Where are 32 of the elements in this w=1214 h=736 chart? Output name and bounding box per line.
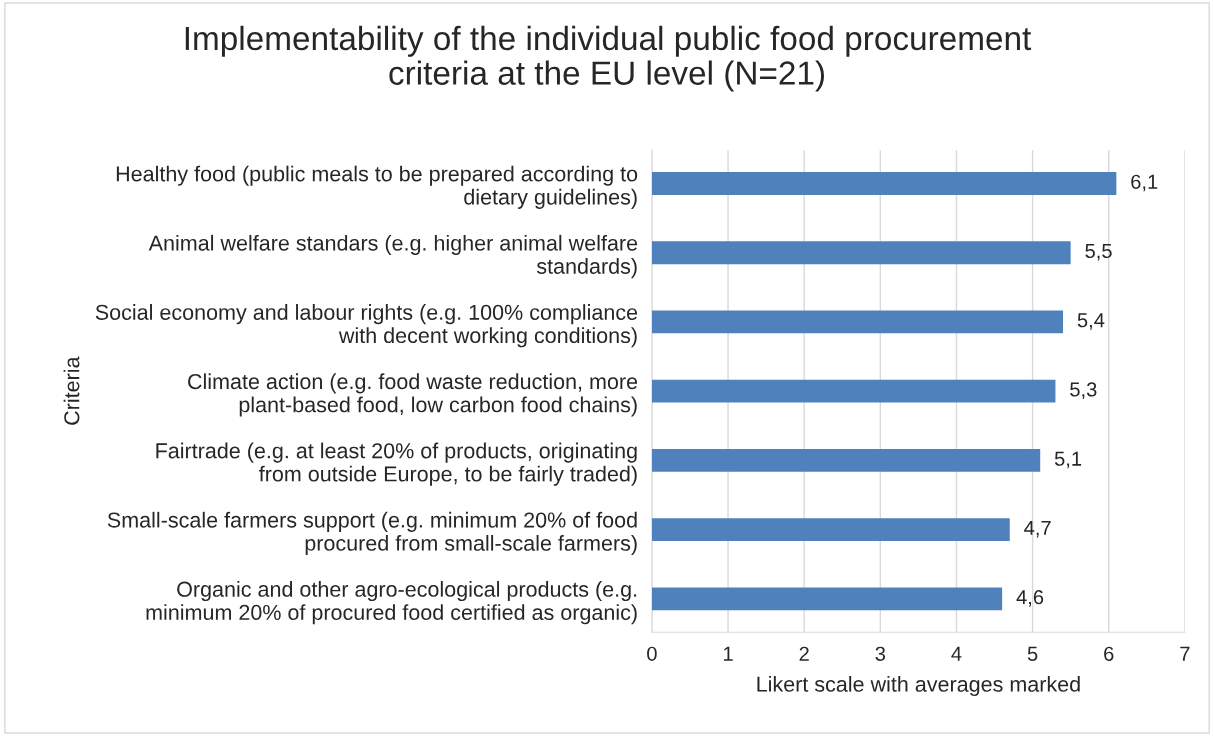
y-tick-label: Social economy and labour rights (e.g. 100% compliance with decent working conditions) [95,304,638,348]
bar [651,172,1117,195]
bar [651,518,1010,542]
x-tick-label: 2 [799,646,809,661]
y-tick-label: Organic and other agro-ecological products (e.g. minimum 20% of procured food certified as organic) [146,581,637,625]
bar [651,379,1056,403]
x-tick-label: 0 [647,646,657,661]
x-tick-label: 3 [875,646,886,661]
data-label: 5,5 [1085,244,1112,261]
y-tick-label: Fairtrade (e.g. at least 20% of products, originating from outside Europe, to be fairly traded) [156,442,637,486]
data-label: 4,7 [1024,521,1051,538]
x-tick-label: 5 [1027,646,1038,661]
y-tick-label: Climate action (e.g. food waste reduction, more plant-based food, low carbon food chains) [188,373,638,417]
data-label: 5,4 [1077,313,1105,330]
bar [651,241,1071,265]
x-tick-label: 6 [1104,646,1114,661]
data-label: 5,3 [1070,382,1097,399]
data-label: 4,6 [1016,590,1044,607]
bar [651,310,1064,334]
y-tick-label: Animal welfare standars (e.g. higher animal welfare standards) [148,234,638,279]
y-tick-label: Healthy food (public meals to be prepared according to dietary guidelines) [116,165,638,209]
x-tick-label: 1 [723,646,733,661]
bar [651,587,1003,611]
y-axis-title: Criteria [63,356,80,425]
x-tick-label: 4 [951,646,962,661]
data-label: 6,1 [1131,174,1158,192]
x-axis-title: Likert scale with averages marked [757,676,1080,697]
chart-title: Implementability of the individual public food procurement criteria at the EU level (N=21) [185,25,1032,92]
x-tick-label: 7 [1180,646,1190,661]
bar [651,448,1041,472]
data-label: 5,1 [1054,451,1082,469]
y-tick-label: Small-scale farmers support (e.g. minimum 20% of food procured from small-scale farmers) [107,511,637,556]
